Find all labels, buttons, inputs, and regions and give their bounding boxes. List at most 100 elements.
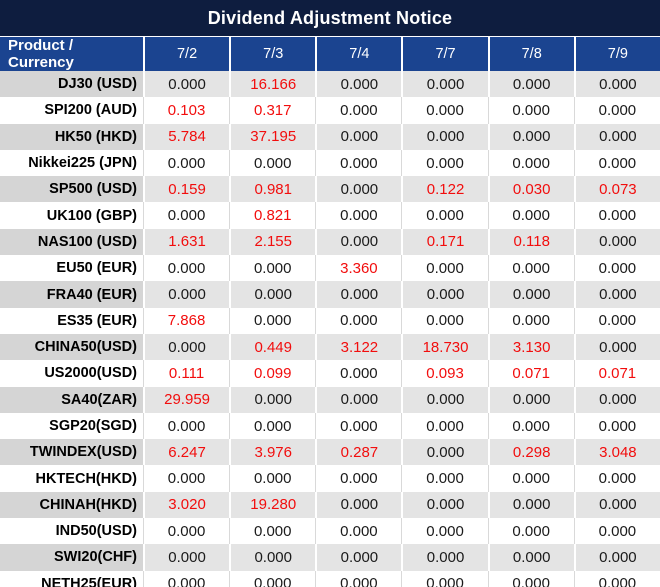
table-row: SA40(ZAR) 29.959 0.000 0.000 0.000 0.000 0.000: [0, 386, 660, 413]
product-cell: DJ30 (USD): [0, 71, 143, 98]
table-header-row: Product / Currency 7/2 7/3 7/4 7/7 7/8 7/9: [0, 37, 660, 71]
value-cell: 0.171: [401, 228, 488, 256]
table-row: Nikkei225 (JPN) 0.000 0.000 0.000 0.000 0.000…: [0, 149, 660, 177]
product-cell: FRA40 (EUR): [0, 281, 143, 308]
value-cell: 0.000: [229, 386, 316, 413]
value-cell: 0.000: [401, 202, 488, 229]
value-cell: 0.000: [143, 570, 230, 587]
product-cell: IND50(USD): [0, 518, 143, 545]
value-cell: 0.000: [487, 570, 574, 587]
value-cell: 0.000: [143, 255, 230, 282]
value-cell: 0.287: [315, 439, 402, 466]
value-cell: 0.000: [573, 570, 660, 587]
table-row: ES35 (EUR) 7.868 0.000 0.000 0.000 0.000 0.000: [0, 307, 660, 334]
value-cell: 0.000: [487, 544, 574, 571]
value-cell: 0.000: [229, 465, 316, 492]
table-row: SP500 (USD) 0.159 0.981 0.000 0.122 0.030 0.07…: [0, 176, 660, 203]
value-cell: 0.000: [229, 281, 316, 308]
value-cell: 0.000: [573, 518, 660, 545]
product-cell: HK50 (HKD): [0, 123, 143, 150]
value-cell: 0.000: [143, 465, 230, 492]
product-cell: NETH25(EUR): [0, 570, 143, 587]
value-cell: 0.000: [573, 333, 660, 361]
value-cell: 0.000: [573, 97, 660, 124]
value-cell: 0.000: [487, 491, 574, 519]
value-cell: 0.000: [315, 176, 402, 203]
value-cell: 0.000: [487, 281, 574, 308]
value-cell: 0.159: [143, 176, 230, 203]
value-cell: 0.000: [573, 71, 660, 98]
value-cell: 3.360: [315, 255, 402, 282]
value-cell: 0.000: [573, 412, 660, 440]
column-header-product: Product / Currency: [0, 37, 143, 71]
table-row: FRA40 (EUR) 0.000 0.000 0.000 0.000 0.000 0.00…: [0, 281, 660, 308]
value-cell: 3.976: [229, 439, 316, 466]
value-cell: 0.000: [143, 71, 230, 98]
product-cell: NAS100 (USD): [0, 228, 143, 256]
value-cell: 0.000: [229, 307, 316, 334]
value-cell: 0.071: [487, 360, 574, 387]
value-cell: 0.000: [401, 439, 488, 466]
value-cell: 3.130: [487, 333, 574, 361]
value-cell: 3.020: [143, 491, 230, 519]
value-cell: 0.000: [401, 149, 488, 177]
table-row: SPI200 (AUD) 0.103 0.317 0.000 0.000 0.000 0.0…: [0, 97, 660, 124]
value-cell: 0.000: [229, 544, 316, 571]
product-cell: HKTECH(HKD): [0, 465, 143, 492]
value-cell: 7.868: [143, 307, 230, 334]
value-cell: 0.000: [315, 307, 402, 334]
value-cell: 0.000: [573, 255, 660, 282]
value-cell: 5.784: [143, 123, 230, 150]
value-cell: 19.280: [229, 491, 316, 519]
product-cell: CHINA50(USD): [0, 333, 143, 361]
table-row: IND50(USD) 0.000 0.000 0.000 0.000 0.000 0.000: [0, 518, 660, 545]
value-cell: 0.981: [229, 176, 316, 203]
value-cell: 0.000: [401, 281, 488, 308]
value-cell: 0.000: [487, 465, 574, 492]
value-cell: 0.000: [315, 386, 402, 413]
value-cell: 0.093: [401, 360, 488, 387]
table-row: CHINAH(HKD) 3.020 19.280 0.000 0.000 0.000 0.0…: [0, 491, 660, 519]
value-cell: 0.000: [573, 491, 660, 519]
value-cell: 0.000: [315, 123, 402, 150]
product-cell: SGP20(SGD): [0, 412, 143, 440]
value-cell: 0.030: [487, 176, 574, 203]
value-cell: 0.000: [573, 202, 660, 229]
value-cell: 0.000: [401, 518, 488, 545]
value-cell: 0.000: [315, 570, 402, 587]
value-cell: 0.118: [487, 228, 574, 256]
value-cell: 0.099: [229, 360, 316, 387]
value-cell: 0.000: [487, 307, 574, 334]
value-cell: 0.000: [315, 149, 402, 177]
table-row: SWI20(CHF) 0.000 0.000 0.000 0.000 0.000 0.000: [0, 544, 660, 571]
value-cell: 0.000: [487, 149, 574, 177]
value-cell: 0.000: [143, 412, 230, 440]
value-cell: 0.000: [487, 97, 574, 124]
column-header-date: 7/2: [143, 37, 230, 71]
value-cell: 0.000: [401, 97, 488, 124]
value-cell: 0.000: [573, 544, 660, 571]
value-cell: 37.195: [229, 123, 316, 150]
value-cell: 0.000: [401, 570, 488, 587]
value-cell: 0.000: [315, 544, 402, 571]
page-title: Dividend Adjustment Notice: [0, 0, 660, 37]
value-cell: 0.000: [401, 386, 488, 413]
value-cell: 0.000: [401, 465, 488, 492]
value-cell: 0.000: [143, 202, 230, 229]
value-cell: 0.000: [573, 149, 660, 177]
value-cell: 0.000: [573, 228, 660, 256]
value-cell: 0.000: [143, 281, 230, 308]
value-cell: 0.000: [315, 491, 402, 519]
table-row: CHINA50(USD) 0.000 0.449 3.122 18.730 3.130 0.…: [0, 333, 660, 361]
table-row: HKTECH(HKD) 0.000 0.000 0.000 0.000 0.000 0.00…: [0, 465, 660, 492]
value-cell: 0.298: [487, 439, 574, 466]
value-cell: 0.103: [143, 97, 230, 124]
product-cell: CHINAH(HKD): [0, 491, 143, 519]
value-cell: 0.000: [401, 255, 488, 282]
value-cell: 0.000: [229, 149, 316, 177]
value-cell: 0.000: [315, 465, 402, 492]
product-cell: SP500 (USD): [0, 176, 143, 203]
value-cell: 0.000: [487, 255, 574, 282]
value-cell: 0.071: [573, 360, 660, 387]
value-cell: 0.000: [487, 386, 574, 413]
